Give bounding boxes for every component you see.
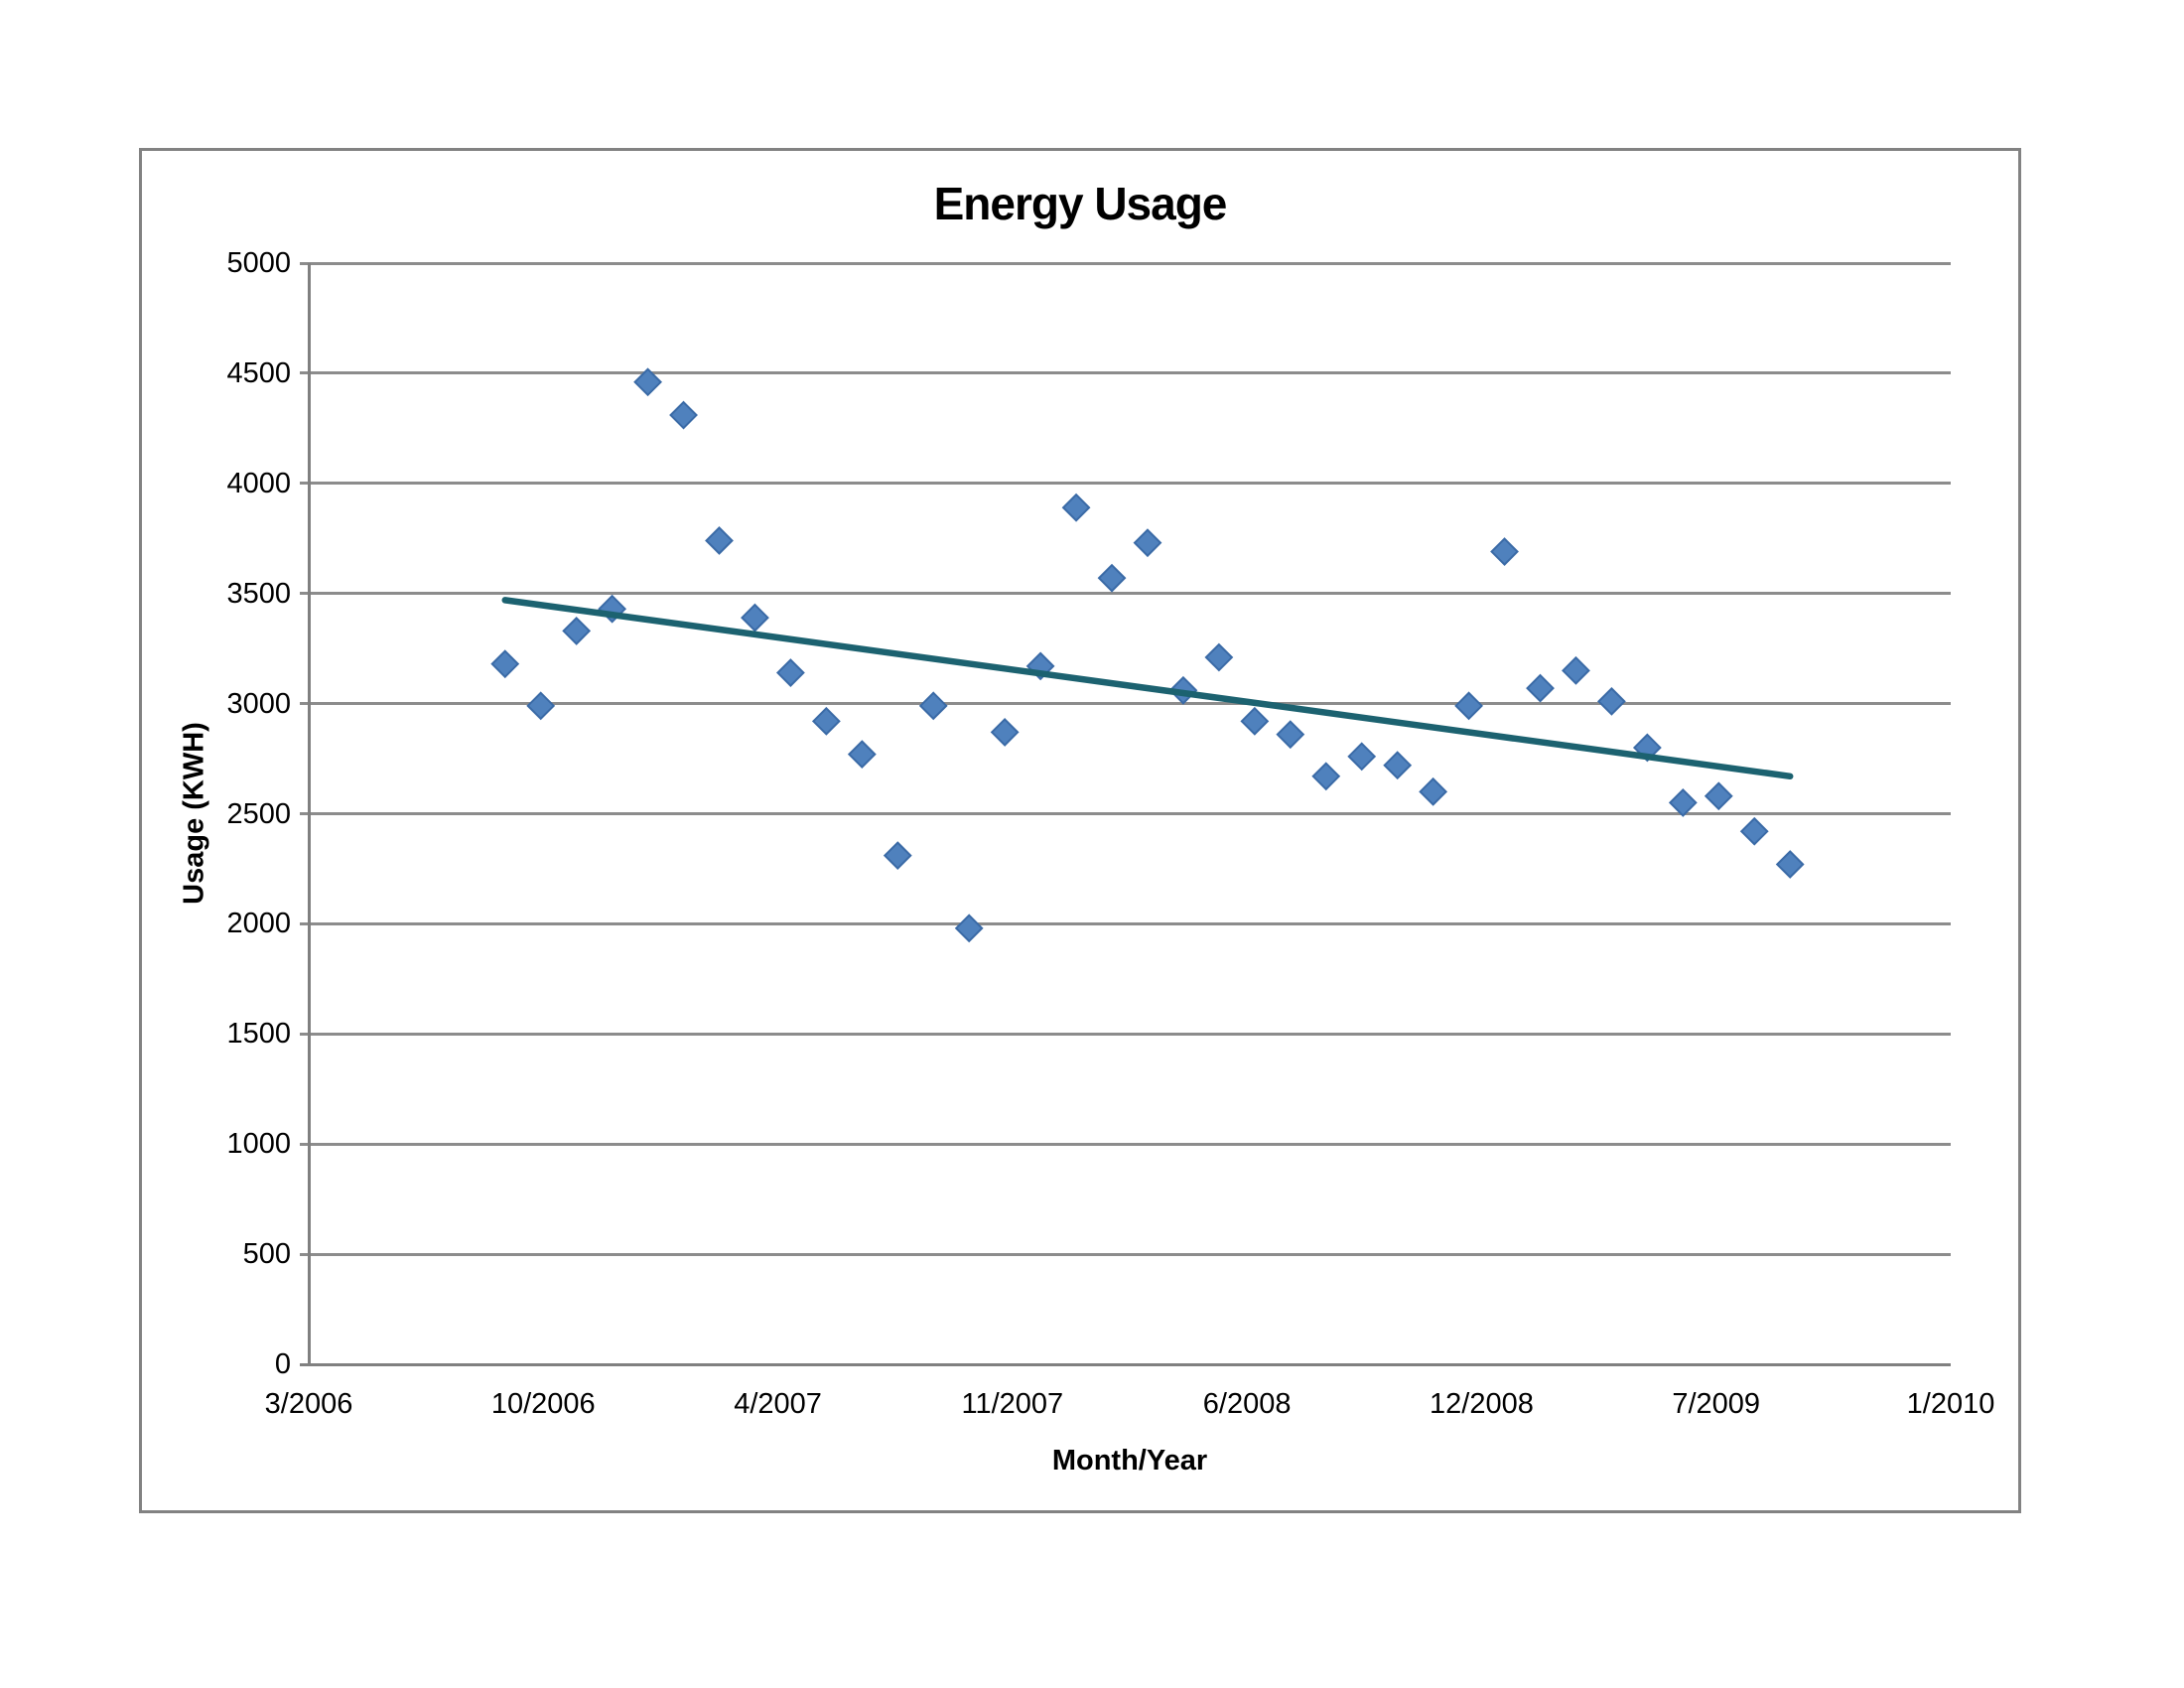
data-point[interactable] [1240, 706, 1270, 736]
y-tick-label: 2500 [226, 797, 291, 830]
data-point[interactable] [990, 718, 1020, 747]
data-point[interactable] [1739, 816, 1769, 846]
y-tick-label: 1000 [226, 1128, 291, 1161]
chart-title: Energy Usage [933, 178, 1228, 229]
data-point[interactable] [526, 691, 556, 721]
data-point[interactable] [1133, 528, 1162, 558]
data-point[interactable] [1526, 673, 1555, 703]
data-point[interactable] [1454, 691, 1484, 721]
data-point[interactable] [1490, 537, 1519, 566]
x-tick-label: 12/2008 [1430, 1388, 1534, 1420]
data-point[interactable] [1311, 762, 1341, 791]
gridline [300, 921, 1951, 925]
data-point[interactable] [1383, 751, 1413, 780]
data-point[interactable] [705, 526, 734, 555]
data-point[interactable] [1097, 563, 1127, 593]
y-tick-label: 4500 [226, 356, 291, 389]
y-tick-label: 5000 [226, 247, 291, 279]
data-point[interactable] [775, 658, 805, 687]
y-axis-line [307, 263, 311, 1366]
data-point[interactable] [669, 400, 698, 430]
data-point[interactable] [847, 740, 877, 770]
data-point[interactable] [918, 691, 948, 721]
data-point[interactable] [562, 616, 592, 645]
gridline [300, 261, 1951, 265]
y-tick-label: 3000 [226, 687, 291, 720]
energy-usage-chart[interactable] [139, 148, 2021, 1513]
gridline [300, 592, 1951, 596]
data-point[interactable] [1276, 720, 1305, 750]
data-point[interactable] [1204, 642, 1234, 672]
x-tick-label: 3/2006 [264, 1388, 353, 1420]
y-tick-label: 0 [274, 1348, 291, 1380]
data-point[interactable] [1596, 686, 1626, 716]
gridline [300, 371, 1951, 375]
y-tick-label: 4000 [226, 467, 291, 499]
y-tick-label: 2000 [226, 908, 291, 940]
data-point[interactable] [633, 367, 663, 397]
x-axis-title: Month/Year [1051, 1445, 1208, 1477]
gridline [300, 1142, 1951, 1146]
data-point[interactable] [1775, 850, 1805, 879]
data-point[interactable] [741, 603, 769, 633]
y-tick-label: 1500 [226, 1018, 291, 1051]
x-tick-label: 6/2008 [1202, 1388, 1292, 1420]
data-point[interactable] [954, 914, 984, 943]
x-tick-label: 4/2007 [734, 1388, 822, 1420]
x-tick-label: 10/2006 [490, 1388, 596, 1420]
data-point[interactable] [490, 649, 520, 679]
data-point[interactable] [1419, 776, 1448, 806]
data-point[interactable] [1562, 655, 1590, 685]
x-tick-label: 7/2009 [1672, 1388, 1761, 1420]
data-point[interactable] [1704, 781, 1733, 811]
data-point[interactable] [1347, 742, 1377, 772]
data-point[interactable] [1061, 492, 1091, 522]
x-tick-label: 1/2010 [1906, 1388, 1995, 1420]
gridline [300, 1252, 1951, 1256]
data-point[interactable] [883, 841, 912, 871]
gridline [300, 812, 1951, 815]
gridline [300, 482, 1951, 486]
y-tick-label: 500 [242, 1238, 291, 1271]
data-point[interactable] [1668, 787, 1698, 817]
gridline [300, 702, 1951, 706]
x-axis-line [300, 1362, 1951, 1366]
y-tick-label: 3500 [226, 577, 291, 610]
data-point[interactable] [811, 706, 841, 736]
x-tick-label: 11/2007 [961, 1388, 1064, 1420]
gridline [300, 1032, 1951, 1036]
trendline[interactable] [501, 597, 1794, 780]
